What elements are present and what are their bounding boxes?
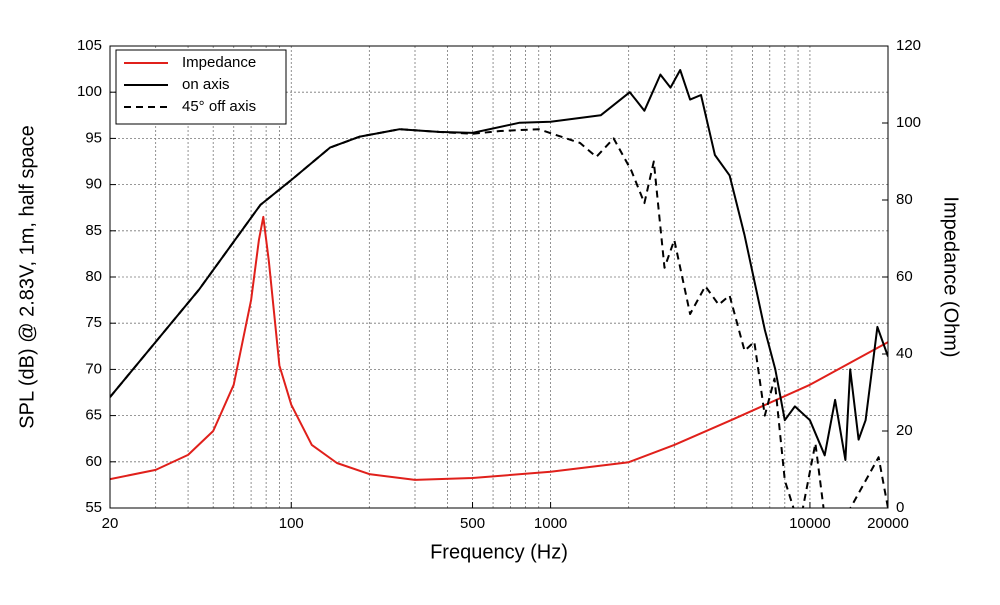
series-line [110,215,888,481]
x-tick-label: 1000 [534,515,567,532]
series-line [110,128,888,508]
legend-label: on axis [182,76,230,93]
y-tick-label: 70 [85,360,102,377]
y-axis-label: SPL (dB) @ 2.83V, 1m, half space [16,125,38,428]
y-tick-label: 55 [85,499,102,516]
plot-area [110,69,888,508]
y-tick-label: 60 [85,453,102,470]
y2-tick-label: 20 [896,422,913,439]
plot-frame [109,45,889,509]
y-tick-label: 75 [85,314,102,331]
x-tick-label: 500 [460,515,485,532]
x-tick-label: 20000 [867,515,909,532]
x-tick-label: 10000 [789,515,831,532]
y-tick-label: 100 [77,83,102,100]
legend-label: Impedance [182,54,256,71]
y-tick-label: 95 [85,129,102,146]
series-line [110,69,888,461]
y-tick-label: 80 [85,268,102,285]
y-tick-label: 105 [77,37,102,54]
y2-tick-label: 0 [896,499,904,516]
y2-tick-label: 80 [896,191,913,208]
y2-tick-label: 100 [896,114,921,131]
legend-label: 45° off axis [182,98,256,115]
y2-tick-label: 40 [896,345,913,362]
legend: Impedance on axis 45° off axis [115,49,287,125]
y-tick-label: 90 [85,176,102,193]
y2-axis-label: Impedance (Ohm) [940,196,962,357]
x-tick-label: 20 [102,515,119,532]
y-tick-label: 85 [85,222,102,239]
x-axis-label: Frequency (Hz) [430,541,568,563]
y2-tick-label: 120 [896,37,921,54]
y-tick-label: 65 [85,407,102,424]
x-tick-label: 100 [279,515,304,532]
y2-tick-label: 60 [896,268,913,285]
